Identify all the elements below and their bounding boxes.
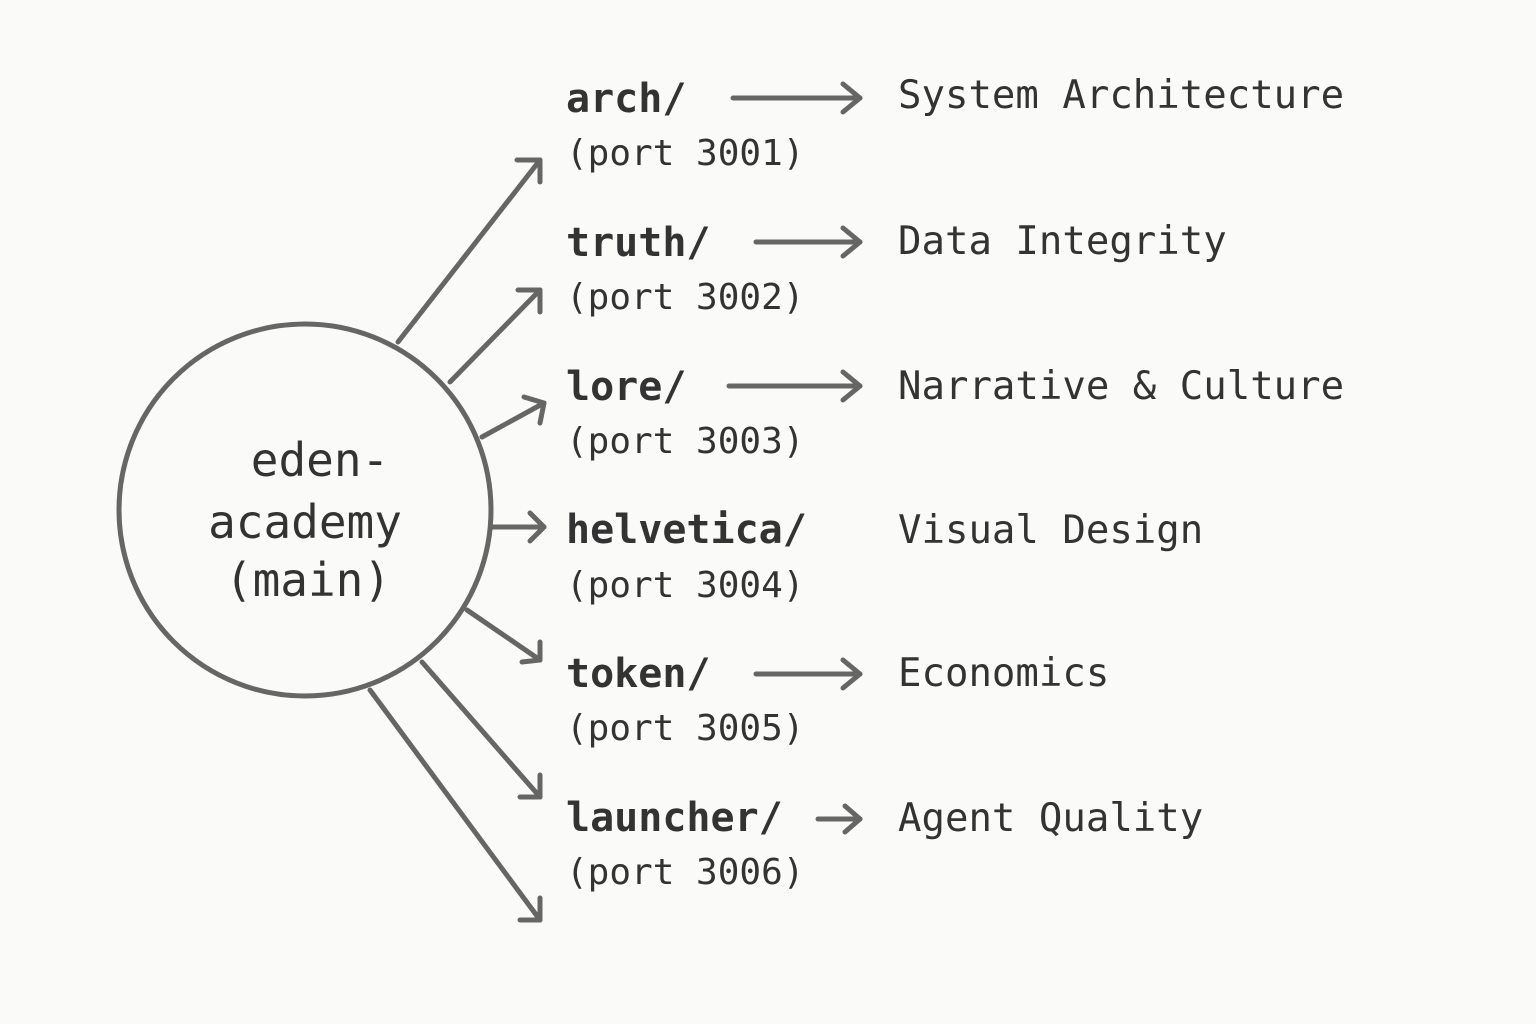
module-truth-port: (port 3002) [566, 277, 804, 318]
module-lore-arrow [726, 369, 863, 403]
module-lore-dir: lore/ [566, 364, 686, 410]
module-launcher-description: Agent Quality [898, 796, 1203, 841]
module-launcher-port: (port 3006) [566, 852, 804, 893]
module-lore-description: Narrative & Culture [898, 364, 1344, 409]
hub-label-line-3: (main) [225, 553, 391, 607]
spoke-arrow-extra [367, 687, 543, 923]
module-arch-description: System Architecture [898, 73, 1344, 118]
module-token-description: Economics [898, 651, 1109, 696]
spoke-arrow-helvetica [489, 510, 547, 544]
spoke-arrow-truth [447, 287, 543, 385]
module-arch-arrow [730, 81, 863, 115]
spoke-arrow-arch [395, 157, 543, 345]
module-token-arrow [753, 657, 863, 691]
module-truth-arrow [753, 225, 863, 259]
module-truth-description: Data Integrity [898, 219, 1227, 264]
module-launcher-dir: launcher/ [566, 795, 783, 841]
spoke-arrow-token [464, 607, 543, 665]
module-helvetica-port: (port 3004) [566, 565, 804, 606]
module-helvetica-description: Visual Design [898, 508, 1203, 553]
module-launcher-arrow [815, 803, 863, 835]
spoke-arrow-launcher [419, 659, 543, 800]
module-lore-port: (port 3003) [566, 421, 804, 462]
module-arch-port: (port 3001) [566, 133, 804, 174]
hub-label-line-2: academy [208, 495, 402, 549]
hub-label-line-1: eden- [251, 433, 389, 487]
module-arch-dir: arch/ [566, 76, 686, 122]
module-token-dir: token/ [566, 651, 711, 697]
hub-circle [116, 321, 494, 699]
spoke-arrow-lore [479, 394, 547, 440]
module-token-port: (port 3005) [566, 708, 804, 749]
module-truth-dir: truth/ [566, 220, 711, 266]
module-helvetica-dir: helvetica/ [566, 507, 807, 553]
